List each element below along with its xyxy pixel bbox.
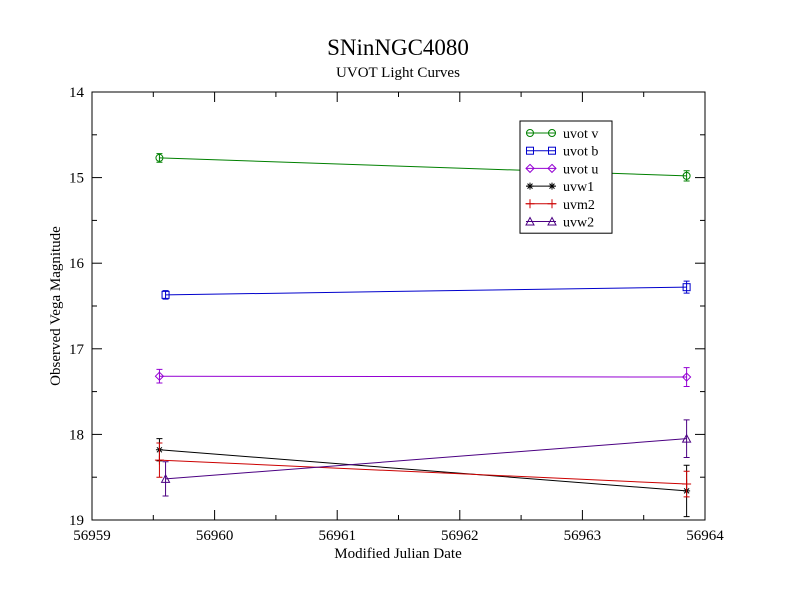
y-axis-label: Observed Vega Magnitude (48, 226, 64, 386)
legend-label-uvw2: uvw2 (563, 216, 594, 231)
x-tick-label: 56964 (686, 528, 724, 544)
y-tick-label: 19 (69, 513, 84, 529)
data-point-uvot-v (682, 171, 691, 180)
data-point-uvm2 (154, 455, 164, 465)
series-line-uvm2 (159, 459, 687, 485)
legend-marker-uvot-b (548, 146, 556, 155)
x-tick-label: 56960 (196, 528, 234, 544)
legend-label-uvw1: uvw1 (563, 180, 594, 195)
series-line-uvot-b (165, 286, 687, 296)
x-tick-label: 56959 (73, 528, 111, 544)
data-point-uvot-b (682, 283, 691, 292)
data-point-uvw2 (160, 473, 171, 483)
series-line-uvw1 (159, 449, 687, 492)
data-point-uvot-b (161, 290, 170, 299)
plot-frame (91, 91, 706, 521)
chart-title: SNinNGC4080 (327, 35, 469, 60)
legend-marker-uvm2 (525, 199, 535, 209)
legend-marker-uvw2 (525, 216, 535, 226)
legend-label-uvot-b: uvot b (563, 145, 598, 160)
data-point-uvot-v (155, 153, 164, 162)
legend-marker-uvw2 (547, 216, 557, 226)
legend-marker-uvot-v (526, 129, 534, 137)
legend-marker-uvot-u (525, 163, 535, 174)
legend-box (519, 120, 613, 234)
legend-marker-uvot-v (548, 129, 556, 137)
legend-marker-uvw1 (526, 182, 534, 190)
error-bar-uvw2 (683, 419, 690, 459)
x-tick-label: 56961 (318, 528, 356, 544)
y-tick-label: 16 (69, 256, 85, 272)
data-point-uvm2 (682, 479, 692, 489)
x-tick-label: 56963 (564, 528, 602, 544)
legend-marker-uvw1 (548, 182, 556, 190)
legend-marker-uvot-u (547, 163, 557, 174)
legend-marker-uvm2 (547, 199, 557, 209)
y-tick-label: 15 (69, 171, 84, 187)
y-tick-label: 17 (69, 342, 85, 358)
error-bar-uvot-u (683, 367, 690, 387)
legend-label-uvot-v: uvot v (563, 127, 598, 142)
data-point-uvot-u (681, 372, 692, 382)
data-point-uvw2 (681, 433, 692, 443)
plot-area: 56959 56960 56961 56962 56963 56964 14 15 16 17 18… (69, 85, 724, 544)
legend-label-uvot-u: uvot u (563, 162, 598, 177)
legend-marker-uvot-b (526, 146, 534, 155)
chart-subtitle: UVOT Light Curves (336, 65, 460, 81)
series-line-uvw2 (165, 438, 687, 480)
x-axis-label: Modified Julian Date (334, 546, 462, 562)
series-line-uvot-u (159, 375, 687, 378)
error-bar-uvot-b (162, 290, 169, 300)
legend-label-uvm2: uvm2 (563, 198, 595, 213)
y-tick-label: 18 (69, 427, 84, 443)
error-bar-uvw2 (162, 461, 169, 497)
data-point-uvot-u (154, 371, 165, 381)
y-tick-label: 14 (69, 85, 85, 101)
error-bar-uvot-v (156, 153, 163, 163)
x-tick-label: 56962 (441, 528, 479, 544)
